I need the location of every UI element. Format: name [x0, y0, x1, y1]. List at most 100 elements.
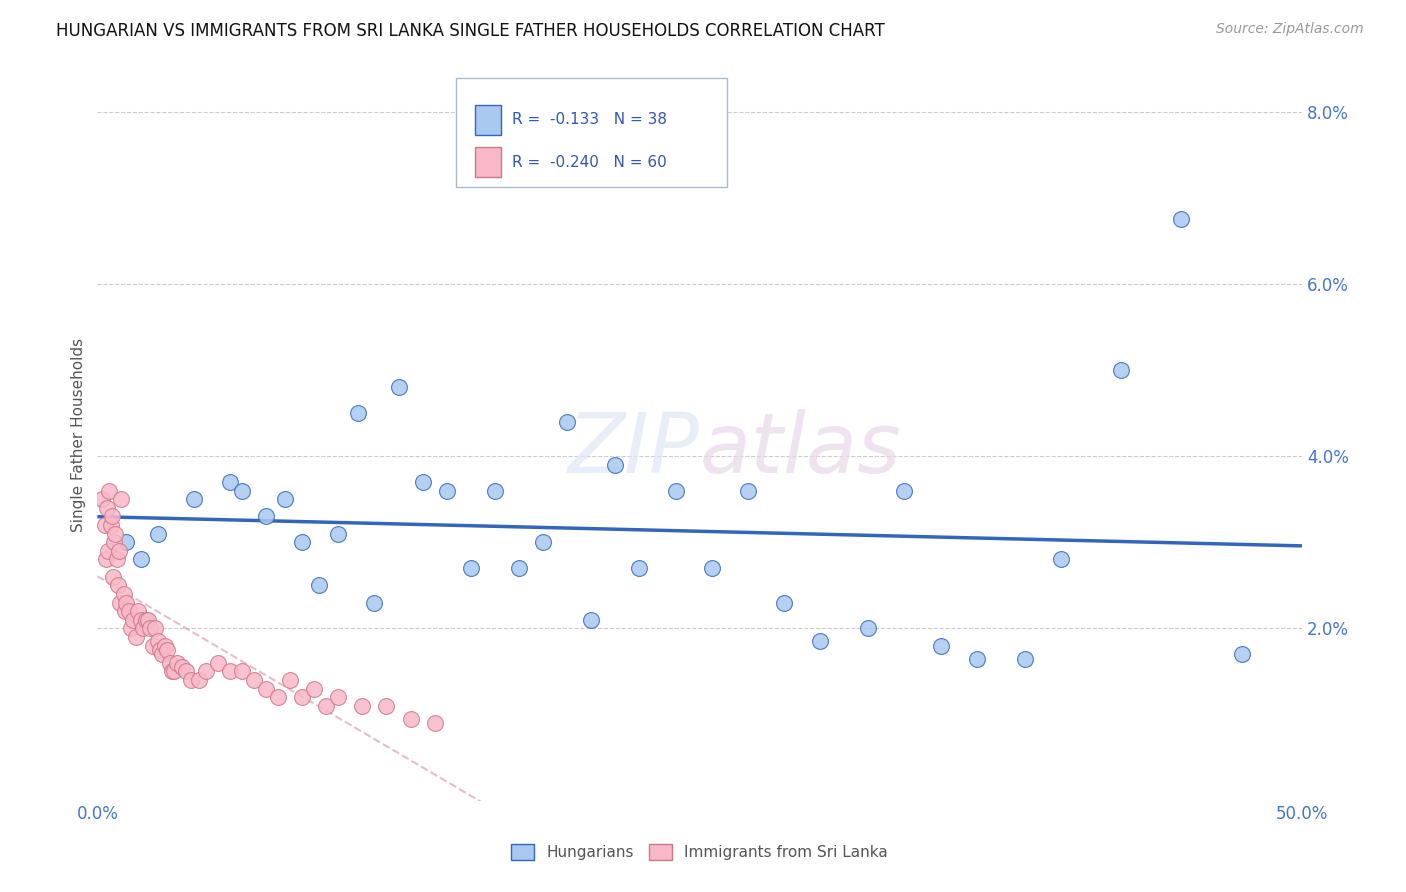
Text: ZIP: ZIP — [568, 409, 700, 490]
Point — [1050, 552, 1073, 566]
Point — [231, 665, 253, 679]
Point — [122, 613, 145, 627]
Point — [328, 690, 350, 705]
Point — [267, 690, 290, 705]
Point — [142, 639, 165, 653]
Point — [103, 535, 125, 549]
Point — [399, 712, 422, 726]
Point — [737, 483, 759, 498]
Point — [302, 681, 325, 696]
Point — [143, 621, 166, 635]
Point — [218, 665, 240, 679]
Point — [773, 595, 796, 609]
Point — [274, 492, 297, 507]
Point — [605, 458, 627, 472]
Point — [159, 656, 181, 670]
Point — [929, 639, 952, 653]
Point — [129, 613, 152, 627]
Point — [146, 634, 169, 648]
Text: Source: ZipAtlas.com: Source: ZipAtlas.com — [1216, 22, 1364, 37]
Point — [156, 643, 179, 657]
Point — [254, 681, 277, 696]
Point — [628, 561, 651, 575]
Point — [110, 492, 132, 507]
Point — [139, 621, 162, 635]
Point — [375, 698, 398, 713]
Point — [893, 483, 915, 498]
Point — [98, 483, 121, 498]
Point — [484, 483, 506, 498]
Point — [114, 604, 136, 618]
Text: atlas: atlas — [700, 409, 901, 490]
Point — [328, 526, 350, 541]
Point — [166, 656, 188, 670]
Point — [125, 630, 148, 644]
Point — [153, 639, 176, 653]
Point — [352, 698, 374, 713]
Point — [129, 552, 152, 566]
Point — [108, 544, 131, 558]
Point — [135, 613, 157, 627]
Point — [180, 673, 202, 687]
Point — [107, 578, 129, 592]
Point — [110, 595, 132, 609]
Point — [118, 604, 141, 618]
Point — [243, 673, 266, 687]
Point — [581, 613, 603, 627]
Point — [363, 595, 385, 609]
Point — [700, 561, 723, 575]
Point — [231, 483, 253, 498]
Point — [966, 651, 988, 665]
Point — [96, 500, 118, 515]
Point — [91, 492, 114, 507]
Point — [163, 665, 186, 679]
Point — [115, 595, 138, 609]
Point — [120, 621, 142, 635]
Point — [555, 415, 578, 429]
Point — [315, 698, 337, 713]
Text: R =  -0.240   N = 60: R = -0.240 N = 60 — [512, 155, 666, 169]
Point — [291, 690, 314, 705]
Point — [508, 561, 530, 575]
Point — [194, 665, 217, 679]
Point — [93, 518, 115, 533]
Point — [1109, 363, 1132, 377]
Point — [104, 526, 127, 541]
Point — [531, 535, 554, 549]
Point — [136, 613, 159, 627]
Point — [94, 552, 117, 566]
Text: R =  -0.133   N = 38: R = -0.133 N = 38 — [512, 112, 666, 128]
Point — [160, 665, 183, 679]
Point — [308, 578, 330, 592]
Point — [423, 716, 446, 731]
Point — [127, 604, 149, 618]
Point — [170, 660, 193, 674]
Point — [97, 544, 120, 558]
Point — [146, 526, 169, 541]
Point — [207, 656, 229, 670]
Point — [1014, 651, 1036, 665]
Point — [808, 634, 831, 648]
Point — [101, 570, 124, 584]
Point — [664, 483, 686, 498]
Point — [100, 518, 122, 533]
Point — [291, 535, 314, 549]
Point — [460, 561, 482, 575]
Y-axis label: Single Father Households: Single Father Households — [72, 337, 86, 532]
Point — [101, 509, 124, 524]
Point — [346, 406, 368, 420]
Point — [112, 587, 135, 601]
Point — [187, 673, 209, 687]
Point — [183, 492, 205, 507]
Point — [218, 475, 240, 489]
Point — [115, 535, 138, 549]
Point — [176, 665, 198, 679]
Point — [105, 552, 128, 566]
Point — [436, 483, 458, 498]
Point — [1170, 212, 1192, 227]
Point — [254, 509, 277, 524]
Legend: Hungarians, Immigrants from Sri Lanka: Hungarians, Immigrants from Sri Lanka — [505, 838, 894, 866]
Point — [387, 380, 409, 394]
Point — [149, 643, 172, 657]
Point — [152, 647, 174, 661]
